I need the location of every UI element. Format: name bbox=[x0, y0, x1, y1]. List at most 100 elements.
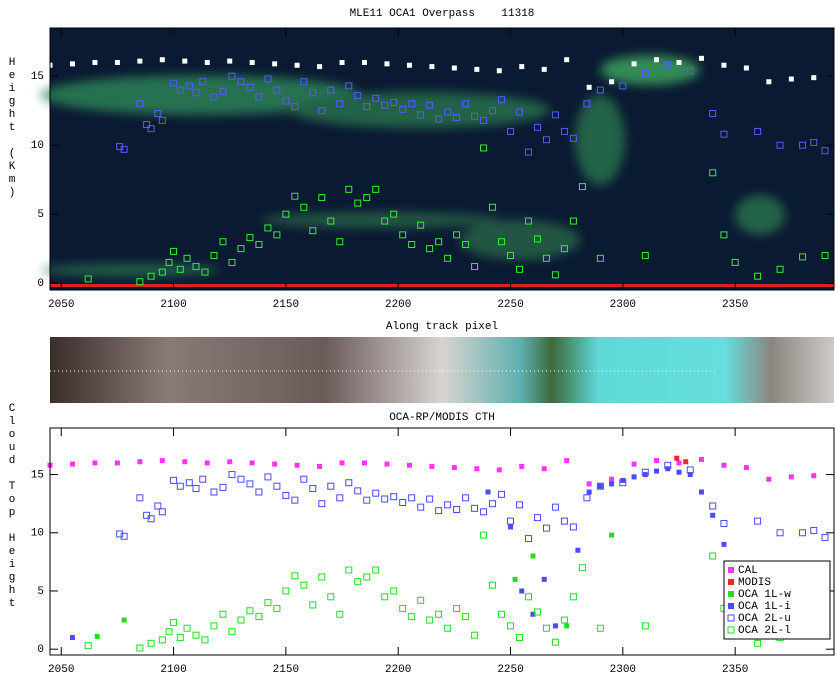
x-tick-label: 2050 bbox=[48, 664, 74, 676]
data-point bbox=[384, 61, 389, 66]
legend-label: OCA 1L-i bbox=[738, 601, 791, 613]
x-tick-label: 2150 bbox=[273, 299, 299, 311]
y-tick-label: 0 bbox=[37, 278, 44, 290]
data-point bbox=[699, 56, 704, 61]
data-point bbox=[570, 594, 576, 600]
data-point bbox=[766, 477, 771, 482]
data-point bbox=[274, 483, 280, 489]
data-point bbox=[292, 573, 298, 579]
data-point bbox=[445, 502, 451, 508]
data-point bbox=[373, 490, 379, 496]
x-axis-label: Along track pixel bbox=[386, 321, 498, 333]
data-point bbox=[721, 542, 726, 547]
data-point bbox=[400, 500, 406, 506]
data-point bbox=[362, 460, 367, 465]
data-point bbox=[70, 61, 75, 66]
data-point bbox=[587, 85, 592, 90]
data-point bbox=[382, 496, 388, 502]
data-point bbox=[171, 477, 177, 483]
data-point bbox=[121, 533, 127, 539]
data-point bbox=[427, 617, 433, 623]
data-point bbox=[160, 458, 165, 463]
data-point bbox=[609, 477, 614, 482]
data-point bbox=[319, 501, 325, 507]
x-tick-label: 2100 bbox=[160, 664, 186, 676]
data-point bbox=[319, 574, 325, 580]
data-point bbox=[137, 459, 142, 464]
data-point bbox=[227, 459, 232, 464]
data-point bbox=[177, 635, 183, 641]
y-tick-label: 0 bbox=[37, 644, 44, 656]
data-point bbox=[355, 579, 361, 585]
data-point bbox=[542, 577, 547, 582]
data-point bbox=[575, 548, 580, 553]
data-point bbox=[193, 632, 199, 638]
data-point bbox=[642, 623, 648, 629]
data-point bbox=[340, 60, 345, 65]
data-point bbox=[584, 495, 590, 501]
data-point bbox=[384, 462, 389, 467]
data-point bbox=[220, 611, 226, 617]
data-point bbox=[710, 553, 716, 559]
data-point bbox=[137, 59, 142, 64]
data-point bbox=[564, 57, 569, 62]
data-point bbox=[265, 600, 271, 606]
data-point bbox=[364, 574, 370, 580]
data-point bbox=[256, 614, 262, 620]
data-point bbox=[543, 525, 549, 531]
data-point bbox=[699, 490, 704, 495]
x-tick-label: 2200 bbox=[385, 299, 411, 311]
data-point bbox=[811, 527, 817, 533]
data-point bbox=[499, 491, 505, 497]
data-point bbox=[155, 503, 161, 509]
data-point bbox=[229, 472, 235, 478]
data-point bbox=[283, 588, 289, 594]
x-tick-label: 2350 bbox=[722, 664, 748, 676]
y-tick-label: 5 bbox=[37, 586, 44, 598]
data-point bbox=[182, 59, 187, 64]
data-point bbox=[497, 467, 502, 472]
x-tick-label: 2200 bbox=[385, 664, 411, 676]
data-point bbox=[517, 502, 523, 508]
y-tick-label: 10 bbox=[31, 528, 44, 540]
data-point bbox=[525, 536, 531, 542]
data-point bbox=[654, 57, 659, 62]
data-point bbox=[508, 623, 514, 629]
data-point bbox=[553, 623, 558, 628]
data-point bbox=[202, 637, 208, 643]
data-point bbox=[822, 534, 828, 540]
data-point bbox=[525, 594, 531, 600]
legend-marker bbox=[728, 579, 734, 585]
data-point bbox=[177, 483, 183, 489]
legend-label: OCA 2L-u bbox=[738, 613, 791, 625]
data-point bbox=[542, 466, 547, 471]
data-point bbox=[328, 594, 334, 600]
data-point bbox=[474, 67, 479, 72]
data-point bbox=[445, 625, 451, 631]
data-point bbox=[340, 460, 345, 465]
data-point bbox=[70, 635, 75, 640]
data-point bbox=[564, 458, 569, 463]
x-tick-label: 2300 bbox=[610, 299, 636, 311]
data-point bbox=[92, 60, 97, 65]
data-point bbox=[220, 484, 226, 490]
data-point bbox=[632, 462, 637, 467]
data-point bbox=[587, 481, 592, 486]
data-point bbox=[534, 515, 540, 521]
y-axis-label: Height (Km) bbox=[9, 57, 16, 199]
data-point bbox=[429, 64, 434, 69]
legend-marker bbox=[728, 591, 734, 597]
legend-marker bbox=[728, 567, 734, 573]
data-point bbox=[699, 457, 704, 462]
data-point bbox=[755, 640, 761, 646]
page: {"chart_data": [ {"type": "scatter", "ti… bbox=[0, 0, 836, 678]
data-point bbox=[481, 532, 487, 538]
data-point bbox=[205, 60, 210, 65]
chart-title: MLE11 OCA1 Overpass 11318 bbox=[350, 8, 535, 20]
data-point bbox=[674, 456, 679, 461]
x-tick-label: 2100 bbox=[160, 299, 186, 311]
data-point bbox=[247, 481, 253, 487]
data-point bbox=[564, 623, 569, 628]
data-point bbox=[561, 617, 567, 623]
data-point bbox=[552, 639, 558, 645]
